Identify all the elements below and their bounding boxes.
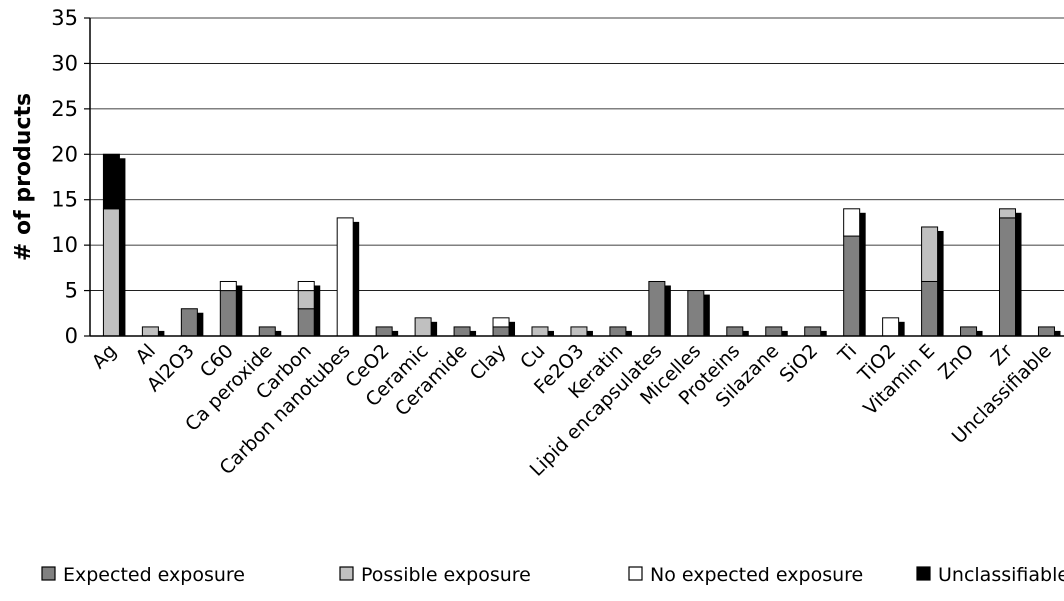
legend-label: No expected exposure — [650, 564, 863, 586]
bar-segment-expected-exposure — [726, 326, 744, 337]
bar-shadow — [742, 330, 749, 336]
bar-segment-expected-exposure — [1037, 326, 1055, 337]
bar-shadow — [547, 330, 554, 336]
bar-shadow — [703, 294, 710, 336]
x-category-label: Zr — [987, 340, 1017, 370]
y-tick-label: 35 — [51, 6, 78, 30]
x-category-label: Ag — [88, 340, 121, 373]
bar-shadow — [586, 330, 593, 336]
bar-segment-possible-exposure — [141, 326, 159, 337]
bar-shadow — [314, 285, 321, 336]
bar-shadow — [353, 221, 360, 336]
bar-shadow — [820, 330, 827, 336]
bar-segment-expected-exposure — [999, 217, 1017, 337]
y-tick-label: 15 — [51, 188, 78, 212]
y-tick-label: 25 — [51, 97, 78, 121]
x-category-label: SiO2 — [775, 340, 822, 387]
bar-shadow — [937, 230, 944, 336]
bar-shadow — [625, 330, 632, 336]
bar-shadow — [197, 312, 204, 336]
bar-segment-expected-exposure — [180, 308, 198, 337]
bar-segment-possible-exposure — [921, 226, 939, 282]
y-axis-ticks: 0 5 10 15 20 25 30 35 — [51, 6, 78, 348]
bar-segment-possible-exposure — [414, 317, 432, 337]
bar-shadow — [236, 285, 243, 336]
bar-shadow — [392, 330, 399, 336]
bar-shadow — [976, 330, 983, 336]
y-tick-label: 0 — [65, 324, 78, 348]
bar-segment-possible-exposure — [999, 208, 1017, 219]
y-tick-label: 20 — [51, 142, 78, 166]
legend-label: Possible exposure — [361, 564, 531, 586]
bar-segment-no-expected-exposure — [219, 280, 237, 292]
x-category-label: ZnO — [934, 340, 978, 384]
x-category-label: Clay — [466, 340, 511, 385]
legend: Expected exposure Possible exposure No exp… — [41, 564, 1064, 586]
bar-shadow — [781, 330, 788, 336]
bar-segment-expected-exposure — [921, 280, 939, 337]
bar-segment-possible-exposure — [102, 208, 120, 337]
bar-segment-expected-exposure — [258, 326, 276, 337]
bar-shadow — [664, 285, 671, 336]
bar-segment-expected-exposure — [765, 326, 783, 337]
legend-swatch — [916, 566, 931, 581]
bar-segment-expected-exposure — [804, 326, 822, 337]
bar-segment-no-expected-exposure — [492, 317, 510, 328]
bar-segment-expected-exposure — [687, 290, 705, 337]
bar-shadow — [509, 321, 516, 336]
y-tick-label: 30 — [51, 51, 78, 75]
legend-label: Unclassifiable — [938, 564, 1064, 586]
bar-segment-expected-exposure — [609, 326, 627, 337]
bar-segment-expected-exposure — [648, 280, 666, 337]
bar-shadow — [275, 330, 282, 336]
y-tick-label: 5 — [65, 279, 78, 303]
legend-label: Expected exposure — [63, 564, 245, 586]
bar-segment-possible-exposure — [570, 326, 588, 337]
bar-shadow — [898, 321, 905, 336]
y-axis-label: # of products — [11, 93, 36, 261]
bar-shadow — [1054, 330, 1061, 336]
bar-segment-expected-exposure — [453, 326, 471, 337]
y-tick-label: 10 — [51, 233, 78, 257]
bar-segment-possible-exposure — [297, 290, 315, 310]
gridlines — [84, 17, 1064, 337]
bar-shadow — [859, 212, 866, 336]
bar-shadow — [431, 321, 438, 336]
x-category-label: Al — [131, 340, 159, 368]
bar-segment-expected-exposure — [375, 326, 393, 337]
bar-segment-expected-exposure — [492, 326, 510, 337]
bar-segment-unclassifiable — [102, 153, 120, 210]
legend-swatch — [628, 566, 643, 581]
legend-swatch — [339, 566, 354, 581]
bar-segment-possible-exposure — [531, 326, 549, 337]
bar-segment-no-expected-exposure — [297, 280, 315, 292]
bar-segment-expected-exposure — [843, 235, 861, 337]
bar-shadow — [119, 158, 126, 336]
bar-segment-no-expected-exposure — [336, 217, 354, 337]
bars — [102, 153, 1061, 337]
bar-segment-no-expected-exposure — [882, 317, 900, 337]
bar-segment-no-expected-exposure — [843, 208, 861, 237]
bar-segment-expected-exposure — [960, 326, 978, 337]
x-category-label: Ti — [833, 340, 861, 368]
bar-shadow — [470, 330, 477, 336]
bar-segment-expected-exposure — [297, 308, 315, 337]
bar-shadow — [158, 330, 165, 336]
bar-segment-expected-exposure — [219, 290, 237, 337]
legend-swatch — [41, 566, 56, 581]
bar-shadow — [1015, 212, 1022, 336]
